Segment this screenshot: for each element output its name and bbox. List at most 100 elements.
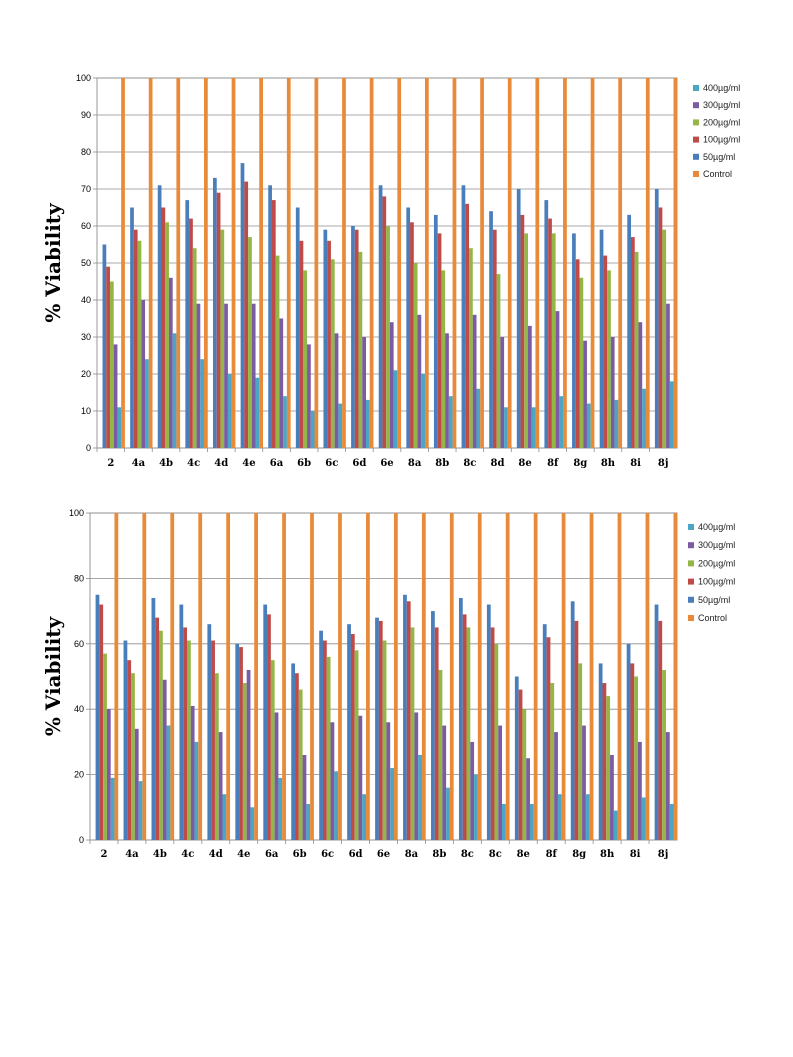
- legend-label-200ug-ml: 200µg/ml: [698, 558, 735, 568]
- bar-8j-300ug-ml: [666, 303, 670, 448]
- bar-4a-400ug-ml: [138, 781, 143, 840]
- bar-8c-control: [477, 513, 482, 840]
- bar-2-100ug-ml: [106, 266, 110, 448]
- bar-4d-300ug-ml: [218, 732, 223, 840]
- x-tick-label: 8e: [518, 458, 531, 469]
- legend-label-100ug-ml: 100µg/ml: [698, 577, 735, 587]
- x-tick-label: 6e: [380, 458, 393, 469]
- x-tick-label: 8g: [573, 458, 587, 469]
- y-axis-title: % Viability: [41, 202, 65, 323]
- bar-8c-200ug-ml: [494, 643, 499, 840]
- bar-8d-200ug-ml: [496, 274, 501, 448]
- bar-4e-100ug-ml: [239, 647, 243, 840]
- legend-swatch-300ug-ml: [693, 102, 699, 109]
- legend-swatch-200ug-ml: [688, 560, 694, 567]
- bar-8g-50ug-ml: [570, 601, 575, 840]
- legend-label-50ug-ml: 50µg/ml: [703, 152, 735, 162]
- bar-4c-300ug-ml: [190, 705, 195, 840]
- bar-8e-400ug-ml: [531, 407, 536, 448]
- bar-8d-100ug-ml: [492, 229, 497, 448]
- bar-8i-100ug-ml: [631, 237, 635, 448]
- bar-4c-50ug-ml: [179, 604, 184, 840]
- bar-8i-control: [645, 513, 650, 840]
- x-tick-label: 8i: [630, 849, 641, 860]
- bar-4b-200ug-ml: [159, 630, 163, 840]
- bar-8c-50ug-ml: [458, 598, 463, 840]
- x-tick-label: 4c: [181, 849, 194, 860]
- x-tick-label: 8j: [658, 458, 669, 469]
- legend-label-300ug-ml: 300µg/ml: [698, 540, 735, 550]
- x-tick-label: 4c: [187, 458, 200, 469]
- bar-8g-control: [589, 513, 594, 840]
- bar-8f-control: [561, 513, 566, 840]
- bar-2-control: [121, 78, 125, 448]
- bar-6c-300ug-ml: [330, 722, 335, 840]
- y-tick-label: 80: [74, 573, 84, 583]
- bar-8g-400ug-ml: [585, 794, 590, 840]
- bar-8a-control: [421, 513, 426, 840]
- bar-8d-300ug-ml: [500, 337, 505, 448]
- bar-4b-100ug-ml: [161, 207, 166, 448]
- bar-8c-control: [480, 78, 484, 448]
- x-tick-label: 8h: [601, 458, 616, 469]
- bar-4b-control: [170, 513, 175, 840]
- bar-8b-200ug-ml: [438, 669, 443, 840]
- bar-6e-400ug-ml: [393, 370, 398, 448]
- bar-4d-50ug-ml: [213, 177, 217, 448]
- bar-6b-400ug-ml: [310, 411, 315, 448]
- legend-swatch-400ug-ml: [688, 524, 694, 530]
- bar-4c-400ug-ml: [200, 359, 205, 448]
- bar-6b-300ug-ml: [302, 754, 307, 840]
- bar-8a-200ug-ml: [410, 627, 415, 840]
- bar-6a-200ug-ml: [275, 255, 280, 448]
- bar-4d-200ug-ml: [214, 673, 219, 840]
- bar-2-50ug-ml: [102, 244, 107, 448]
- bar-8e-300ug-ml: [526, 758, 530, 840]
- y-tick-label: 100: [76, 73, 91, 83]
- legend-swatch-50ug-ml: [693, 153, 699, 160]
- bar-8a-100ug-ml: [410, 222, 414, 448]
- bar-8b-300ug-ml: [442, 725, 447, 840]
- bar-6c-200ug-ml: [326, 656, 331, 840]
- bar-4e-control: [259, 78, 263, 448]
- bar-4e-400ug-ml: [255, 377, 260, 448]
- x-tick-label: 8c: [489, 849, 502, 860]
- bar-8j-50ug-ml: [654, 604, 659, 840]
- bar-8d-50ug-ml: [489, 211, 493, 448]
- bar-8g-control: [590, 78, 595, 448]
- bar-8h-200ug-ml: [606, 696, 611, 840]
- y-tick-label: 70: [81, 184, 91, 194]
- bar-8h-control: [618, 78, 623, 448]
- y-tick-label: 100: [69, 508, 84, 518]
- bar-4a-200ug-ml: [137, 240, 142, 448]
- y-tick-label: 20: [74, 770, 84, 780]
- bar-4c-100ug-ml: [183, 627, 187, 840]
- bar-6b-50ug-ml: [291, 663, 296, 840]
- bar-6b-50ug-ml: [295, 207, 300, 448]
- bar-6d-300ug-ml: [358, 715, 363, 840]
- bar-8c-400ug-ml: [474, 774, 478, 840]
- bar-8f-200ug-ml: [551, 233, 556, 448]
- bar-4b-100ug-ml: [155, 617, 160, 840]
- bar-8e-100ug-ml: [520, 214, 525, 448]
- legend-label-300ug-ml: 300µg/ml: [703, 100, 740, 110]
- x-tick-label: 8j: [658, 849, 669, 860]
- bar-4c-200ug-ml: [192, 248, 197, 448]
- bar-4d-300ug-ml: [224, 303, 228, 448]
- bar-6c-control: [338, 513, 342, 840]
- legend-label-control: Control: [703, 169, 732, 179]
- bar-8e-50ug-ml: [514, 676, 519, 840]
- bar-8j-50ug-ml: [654, 189, 659, 448]
- bar-8f-50ug-ml: [544, 200, 549, 448]
- legend-swatch-100ug-ml: [693, 136, 699, 143]
- bar-4e-50ug-ml: [240, 163, 245, 448]
- y-tick-label: 80: [81, 147, 91, 157]
- y-tick-label: 0: [86, 443, 91, 453]
- bar-6b-200ug-ml: [298, 689, 303, 840]
- bar-6a-100ug-ml: [267, 614, 271, 840]
- x-tick-label: 6d: [352, 458, 366, 469]
- bar-2-200ug-ml: [109, 281, 114, 448]
- bar-6a-200ug-ml: [270, 660, 275, 840]
- bar-8c-300ug-ml: [498, 725, 503, 840]
- bar-8d-400ug-ml: [504, 407, 508, 448]
